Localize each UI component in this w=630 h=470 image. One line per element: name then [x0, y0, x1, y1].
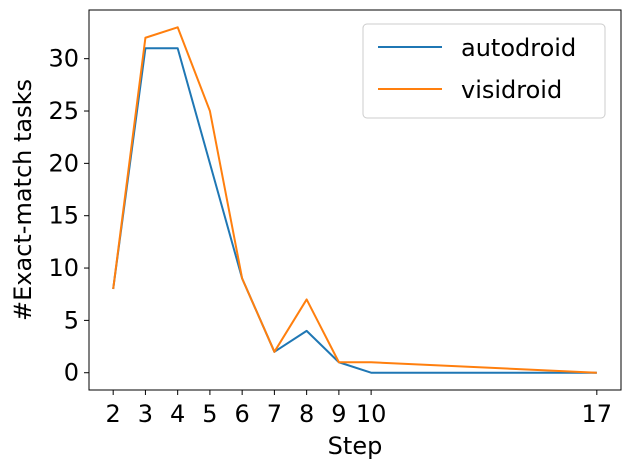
y-axis: 0 5 10 15 20 25 30 [48, 45, 89, 387]
x-tick-label: 6 [235, 400, 250, 428]
x-tick-label: 7 [267, 400, 282, 428]
y-tick-label: 30 [48, 45, 79, 73]
x-tick-label: 3 [138, 400, 153, 428]
series-lines [112, 26, 597, 374]
x-axis: 2 3 4 5 6 7 8 9 10 17 [106, 390, 613, 428]
x-tick-label: 9 [331, 400, 346, 428]
x-tick-label: 8 [299, 400, 314, 428]
x-tick-label: 4 [170, 400, 185, 428]
x-tick-label: 17 [582, 400, 613, 428]
y-axis-title: #Exact-match tasks [9, 79, 37, 321]
y-tick-label: 0 [64, 359, 79, 387]
y-tick-label: 25 [48, 97, 79, 125]
y-tick-label: 10 [48, 254, 79, 282]
y-tick-label: 20 [48, 149, 79, 177]
legend-label-visidroid: visidroid [461, 76, 562, 104]
y-tick-label: 15 [48, 202, 79, 230]
x-tick-label: 10 [356, 400, 387, 428]
x-tick-label: 2 [106, 400, 121, 428]
x-axis-title: Step [328, 432, 383, 460]
series-line-visidroid [112, 26, 597, 374]
legend-label-autodroid: autodroid [461, 34, 576, 62]
y-tick-label: 5 [64, 306, 79, 334]
x-tick-label: 5 [202, 400, 217, 428]
legend: autodroid visidroid [362, 23, 606, 119]
